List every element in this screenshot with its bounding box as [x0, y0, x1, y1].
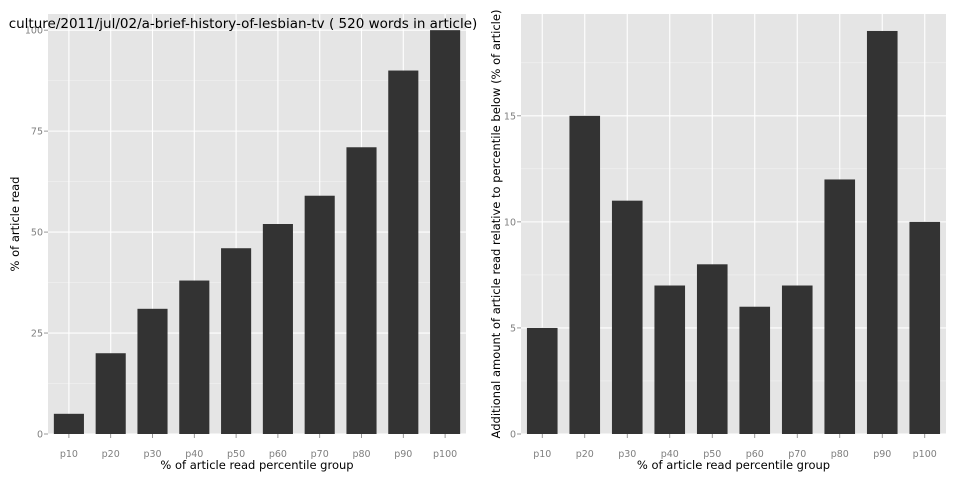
right-bar-chart: 0 5 10 15 p10 p20 p30 p40 p50 p60 p70 p80 p90 p100 %…: [489, 10, 946, 472]
y-tick-label: 0: [37, 430, 43, 441]
bar-p80: [346, 147, 377, 434]
y-tick-label: 100: [25, 26, 43, 37]
right-x-axis: p10 p20 p30 p40 p50 p60 p70 p80 p90 p100: [533, 434, 937, 460]
x-tick-label: p90: [873, 449, 891, 460]
right-x-axis-title: % of article read percentile group: [637, 458, 830, 472]
left-x-axis-title: % of article read percentile group: [160, 458, 353, 472]
bar-p90: [388, 70, 419, 435]
x-tick-label: p90: [394, 449, 412, 460]
right-y-axis-title: Additional amount of article read relati…: [489, 10, 503, 439]
left-bars: [53, 30, 461, 435]
bar-p100: [430, 30, 461, 435]
right-y-axis: 0 5 10 15: [504, 111, 521, 441]
x-tick-label: p20: [102, 449, 120, 460]
left-y-axis: 0 25 50 75 100: [25, 26, 48, 441]
x-tick-label: p40: [661, 449, 679, 460]
x-tick-label: p50: [227, 449, 245, 460]
x-tick-label: p60: [746, 449, 764, 460]
x-tick-label: p80: [352, 449, 370, 460]
bar-p70: [781, 285, 813, 434]
bar-p90: [866, 30, 898, 434]
bar-p20: [95, 353, 126, 434]
bar-p30: [137, 308, 168, 434]
y-tick-label: 25: [31, 329, 43, 340]
bar-p60: [739, 306, 771, 434]
bar-p50: [221, 248, 252, 434]
y-tick-label: 10: [504, 217, 516, 228]
x-tick-label: p70: [311, 449, 329, 460]
x-tick-label: p20: [576, 449, 594, 460]
bar-p20: [569, 115, 601, 435]
bar-p40: [179, 280, 210, 434]
bar-p40: [654, 285, 686, 434]
x-tick-label: p10: [60, 449, 78, 460]
y-tick-label: 50: [31, 228, 43, 239]
x-tick-label: p60: [269, 449, 287, 460]
x-tick-label: p30: [143, 449, 161, 460]
bar-p60: [262, 224, 293, 434]
bar-p80: [824, 179, 856, 434]
bar-p10: [53, 413, 84, 434]
x-tick-label: p80: [831, 449, 849, 460]
bar-p70: [304, 195, 335, 434]
x-tick-label: p100: [913, 449, 937, 460]
y-tick-label: 5: [510, 323, 516, 334]
x-tick-label: p10: [533, 449, 551, 460]
left-chart-title: culture/2011/jul/02/a-brief-history-of-l…: [9, 16, 478, 32]
x-tick-label: p30: [618, 449, 636, 460]
y-tick-label: 15: [504, 111, 516, 122]
x-tick-label: p50: [703, 449, 721, 460]
bar-p50: [696, 264, 728, 434]
x-tick-label: p70: [788, 449, 806, 460]
y-tick-label: 75: [31, 127, 43, 138]
bar-p30: [611, 200, 643, 434]
left-x-axis: p10 p20 p30 p40 p50 p60 p70 p80 p90 p100: [60, 434, 457, 460]
x-tick-label: p40: [185, 449, 203, 460]
bar-p100: [909, 221, 941, 434]
bar-p10: [526, 327, 558, 434]
y-tick-label: 0: [510, 430, 516, 441]
right-bars: [526, 30, 941, 435]
left-y-axis-title: % of article read: [8, 177, 22, 272]
x-tick-label: p100: [433, 449, 457, 460]
